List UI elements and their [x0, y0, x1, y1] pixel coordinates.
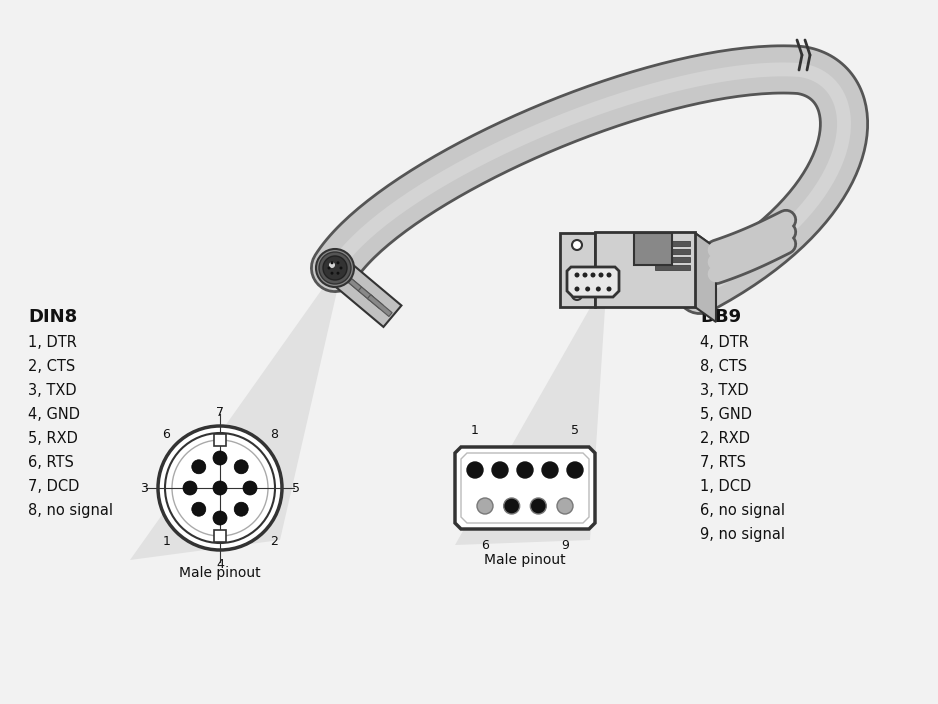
Text: 9, no signal: 9, no signal	[700, 527, 785, 542]
Text: DIN8: DIN8	[28, 308, 77, 326]
Polygon shape	[695, 233, 716, 322]
Text: 6, no signal: 6, no signal	[700, 503, 785, 518]
Text: 3: 3	[140, 482, 148, 494]
Text: Male pinout: Male pinout	[179, 566, 261, 580]
Circle shape	[330, 261, 334, 264]
Text: 3, TXD: 3, TXD	[28, 383, 77, 398]
Bar	[634, 233, 672, 265]
Circle shape	[213, 511, 227, 525]
Circle shape	[158, 426, 282, 550]
Polygon shape	[595, 233, 716, 248]
Circle shape	[557, 498, 573, 514]
Text: 6: 6	[162, 428, 170, 441]
Circle shape	[330, 272, 334, 275]
Polygon shape	[560, 233, 595, 307]
Circle shape	[572, 290, 582, 300]
Circle shape	[327, 267, 330, 270]
Text: DB9: DB9	[700, 308, 741, 326]
Polygon shape	[130, 278, 340, 560]
Circle shape	[191, 460, 205, 474]
Polygon shape	[461, 453, 589, 523]
Circle shape	[517, 462, 533, 478]
Bar	[655, 249, 690, 254]
Circle shape	[234, 460, 249, 474]
Text: 4, GND: 4, GND	[28, 407, 80, 422]
Text: 6: 6	[481, 539, 489, 552]
Text: 8: 8	[270, 428, 278, 441]
Circle shape	[337, 261, 340, 264]
Text: 2, CTS: 2, CTS	[28, 359, 75, 374]
Circle shape	[234, 502, 249, 516]
Bar	[214, 530, 226, 542]
Bar	[595, 232, 695, 307]
Text: 6, RTS: 6, RTS	[28, 455, 74, 470]
Text: 2: 2	[270, 535, 278, 548]
Text: 4: 4	[216, 558, 224, 570]
Circle shape	[574, 272, 580, 277]
Polygon shape	[455, 308, 605, 545]
Circle shape	[492, 462, 508, 478]
Circle shape	[337, 272, 340, 275]
Circle shape	[165, 433, 275, 543]
Text: 8, CTS: 8, CTS	[700, 359, 748, 374]
Circle shape	[530, 498, 546, 514]
Text: 1, DCD: 1, DCD	[700, 479, 751, 494]
Circle shape	[319, 252, 351, 284]
Circle shape	[504, 498, 520, 514]
Text: 1, DTR: 1, DTR	[28, 335, 77, 350]
Circle shape	[323, 256, 347, 280]
Circle shape	[191, 502, 205, 516]
Circle shape	[572, 240, 582, 250]
Circle shape	[596, 287, 601, 291]
Circle shape	[574, 287, 580, 291]
Polygon shape	[349, 279, 373, 301]
Bar	[655, 257, 690, 262]
Text: 4, DTR: 4, DTR	[700, 335, 749, 350]
Text: 1: 1	[471, 424, 479, 437]
Circle shape	[340, 267, 342, 270]
Polygon shape	[567, 267, 619, 297]
Polygon shape	[455, 447, 595, 529]
Text: 7, DCD: 7, DCD	[28, 479, 80, 494]
Circle shape	[607, 287, 612, 291]
Circle shape	[172, 440, 268, 536]
Text: 3, TXD: 3, TXD	[700, 383, 749, 398]
Text: Male pinout: Male pinout	[484, 553, 566, 567]
Text: 7: 7	[216, 406, 224, 418]
Circle shape	[582, 272, 587, 277]
Text: 5: 5	[292, 482, 300, 494]
Circle shape	[607, 272, 612, 277]
Text: 1: 1	[162, 535, 170, 548]
Text: 2, RXD: 2, RXD	[700, 431, 750, 446]
Bar	[655, 265, 690, 270]
Circle shape	[591, 272, 596, 277]
Bar	[655, 241, 690, 246]
Text: 7, RTS: 7, RTS	[700, 455, 746, 470]
Text: 5, RXD: 5, RXD	[28, 431, 78, 446]
Text: 9: 9	[561, 539, 569, 552]
Text: 5, GND: 5, GND	[700, 407, 752, 422]
Circle shape	[329, 262, 335, 268]
Circle shape	[467, 462, 483, 478]
Circle shape	[213, 481, 227, 495]
Text: 8, no signal: 8, no signal	[28, 503, 113, 518]
Circle shape	[567, 462, 583, 478]
Circle shape	[183, 481, 197, 495]
Polygon shape	[358, 287, 383, 309]
Bar	[214, 434, 226, 446]
Circle shape	[598, 272, 603, 277]
Circle shape	[542, 462, 558, 478]
Polygon shape	[368, 295, 392, 317]
Polygon shape	[337, 269, 362, 291]
Circle shape	[213, 451, 227, 465]
Text: 5: 5	[571, 424, 579, 437]
Circle shape	[477, 498, 493, 514]
Circle shape	[243, 481, 257, 495]
Polygon shape	[322, 254, 401, 327]
Circle shape	[585, 287, 590, 291]
Circle shape	[316, 249, 354, 287]
